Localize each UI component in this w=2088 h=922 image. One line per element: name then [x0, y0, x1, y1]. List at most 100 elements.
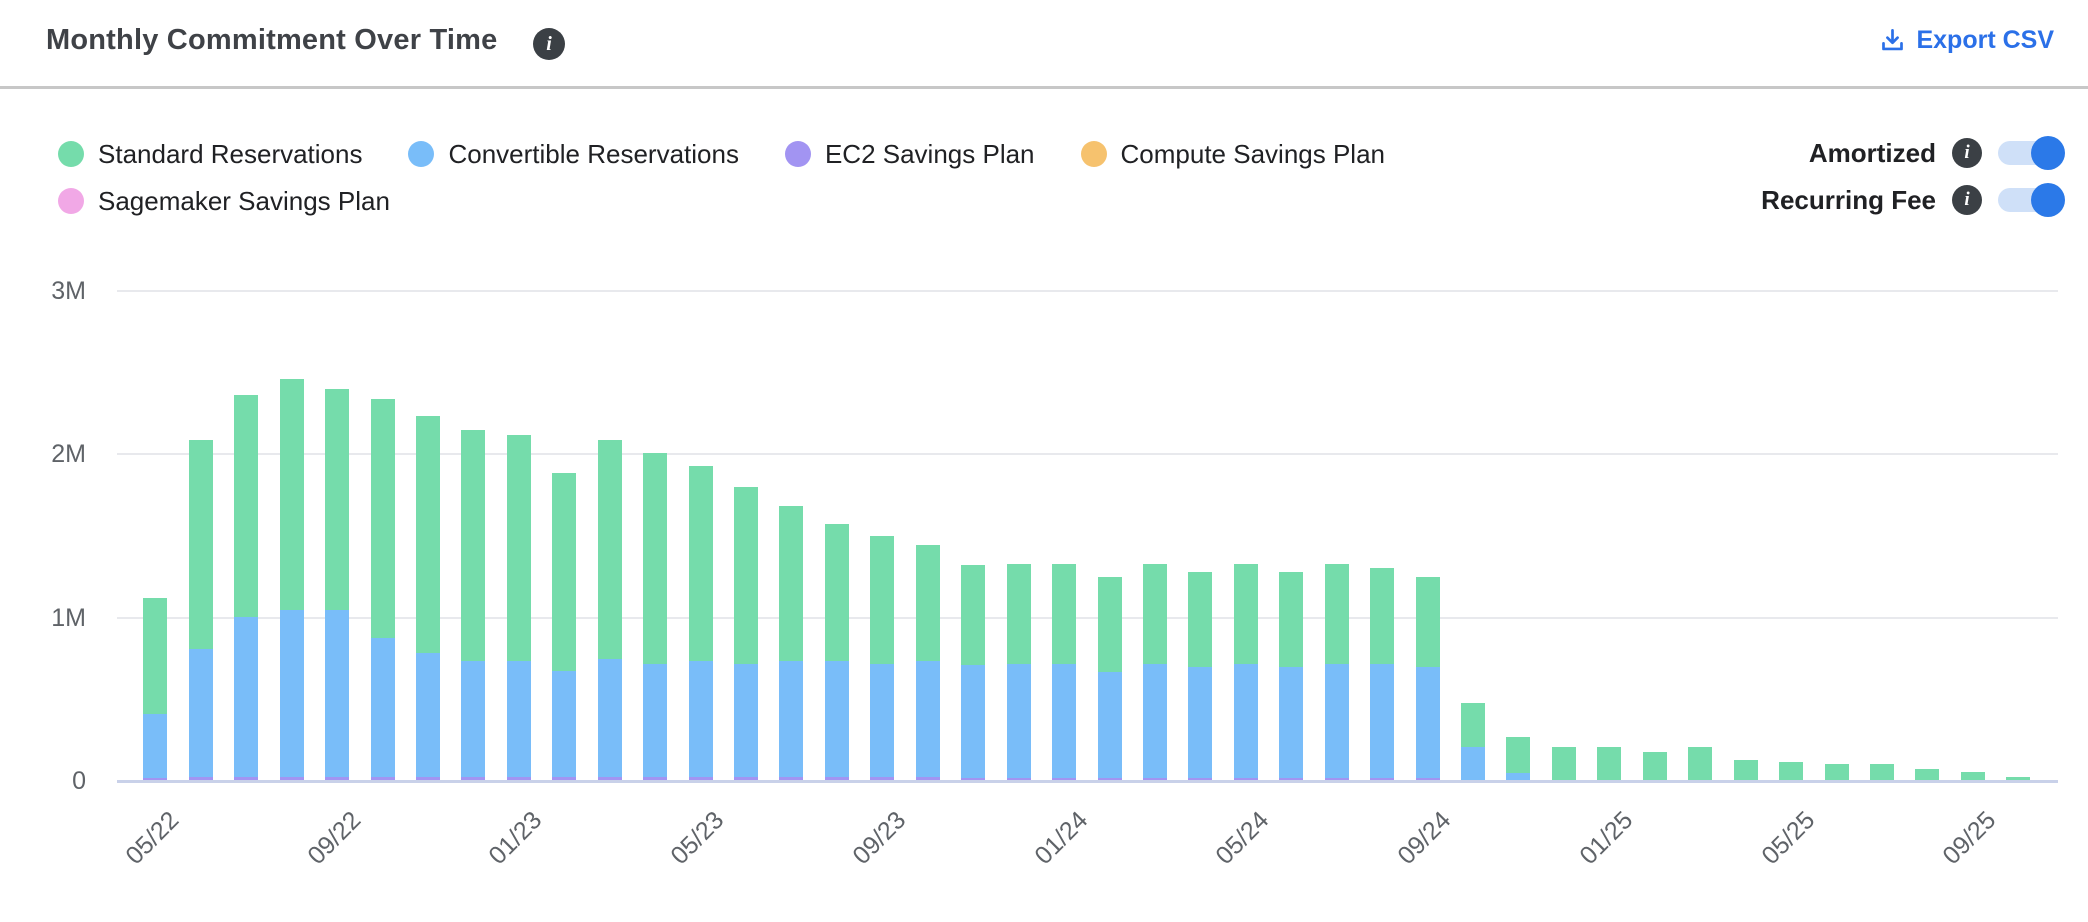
bar-segment[interactable]: [1461, 747, 1485, 780]
bar-segment[interactable]: [1416, 778, 1440, 780]
bar-segment[interactable]: [371, 399, 395, 638]
bar-segment[interactable]: [1597, 747, 1621, 780]
bar-segment[interactable]: [1961, 772, 1985, 780]
bar-segment[interactable]: [461, 661, 485, 777]
bar-segment[interactable]: [1325, 778, 1349, 780]
bar-segment[interactable]: [825, 661, 849, 777]
bar-segment[interactable]: [234, 617, 258, 777]
bar-segment[interactable]: [779, 661, 803, 777]
bar-segment[interactable]: [779, 777, 803, 780]
bar-segment[interactable]: [507, 435, 531, 661]
bar-segment[interactable]: [325, 389, 349, 610]
bar-segment[interactable]: [280, 610, 304, 777]
bar-segment[interactable]: [143, 598, 167, 714]
bar-segment[interactable]: [825, 524, 849, 661]
bar-segment[interactable]: [1143, 664, 1167, 778]
bar-segment[interactable]: [1688, 747, 1712, 780]
bar-segment[interactable]: [870, 536, 894, 664]
bar-segment[interactable]: [1188, 778, 1212, 780]
bar-segment[interactable]: [643, 777, 667, 780]
bar-segment[interactable]: [1188, 572, 1212, 667]
bar-segment[interactable]: [961, 565, 985, 665]
bar-segment[interactable]: [1506, 773, 1530, 780]
bar-segment[interactable]: [1370, 568, 1394, 664]
bar-segment[interactable]: [1052, 664, 1076, 778]
bar-segment[interactable]: [325, 777, 349, 780]
bar-segment[interactable]: [552, 777, 576, 780]
bar-segment[interactable]: [1825, 764, 1849, 780]
bar-segment[interactable]: [1052, 564, 1076, 664]
bar-segment[interactable]: [1370, 778, 1394, 780]
legend-item[interactable]: EC2 Savings Plan: [784, 139, 1035, 170]
bar-segment[interactable]: [1870, 764, 1894, 780]
bar-segment[interactable]: [280, 379, 304, 610]
legend-item[interactable]: Sagemaker Savings Plan: [58, 186, 390, 217]
bar-segment[interactable]: [1461, 703, 1485, 747]
bar-segment[interactable]: [689, 661, 713, 777]
bar-segment[interactable]: [1734, 760, 1758, 780]
bar-segment[interactable]: [916, 545, 940, 661]
bar-segment[interactable]: [189, 777, 213, 780]
bar-segment[interactable]: [1188, 667, 1212, 778]
bar-segment[interactable]: [1234, 664, 1258, 778]
bar-segment[interactable]: [1098, 778, 1122, 780]
bar-segment[interactable]: [1325, 664, 1349, 778]
legend-item[interactable]: Standard Reservations: [58, 139, 362, 170]
bar-segment[interactable]: [598, 777, 622, 780]
bar-segment[interactable]: [961, 778, 985, 780]
bar-segment[interactable]: [416, 653, 440, 777]
bar-segment[interactable]: [371, 777, 395, 780]
bar-segment[interactable]: [961, 665, 985, 778]
export-csv-button[interactable]: Export CSV: [1879, 26, 2054, 55]
legend-item[interactable]: Convertible Reservations: [408, 139, 739, 170]
bar-segment[interactable]: [779, 506, 803, 661]
bar-segment[interactable]: [734, 777, 758, 780]
bar-segment[interactable]: [689, 777, 713, 780]
bar-segment[interactable]: [371, 638, 395, 777]
bar-segment[interactable]: [1325, 564, 1349, 664]
bar-segment[interactable]: [325, 610, 349, 777]
bar-segment[interactable]: [280, 777, 304, 780]
bar-segment[interactable]: [1007, 564, 1031, 664]
bar-segment[interactable]: [552, 473, 576, 671]
legend-item[interactable]: Compute Savings Plan: [1080, 139, 1385, 170]
bar-segment[interactable]: [234, 777, 258, 780]
bar-segment[interactable]: [870, 664, 894, 777]
bar-segment[interactable]: [1234, 564, 1258, 664]
bar-segment[interactable]: [2006, 777, 2030, 780]
bar-segment[interactable]: [416, 777, 440, 780]
toggle-switch[interactable]: [1998, 136, 2065, 170]
bar-segment[interactable]: [825, 777, 849, 780]
bar-segment[interactable]: [1279, 667, 1303, 778]
bar-segment[interactable]: [1098, 577, 1122, 672]
bar-segment[interactable]: [1052, 778, 1076, 780]
bar-segment[interactable]: [916, 661, 940, 777]
bar-segment[interactable]: [1234, 778, 1258, 780]
info-icon[interactable]: i: [1952, 138, 1982, 168]
bar-segment[interactable]: [1098, 672, 1122, 778]
bar-segment[interactable]: [1279, 572, 1303, 667]
bar-segment[interactable]: [189, 649, 213, 777]
bar-segment[interactable]: [870, 777, 894, 780]
bar-segment[interactable]: [1779, 762, 1803, 780]
bar-segment[interactable]: [1416, 667, 1440, 778]
title-info-icon[interactable]: i: [533, 28, 565, 60]
bar-segment[interactable]: [1915, 769, 1939, 780]
bar-segment[interactable]: [189, 440, 213, 649]
bar-segment[interactable]: [689, 466, 713, 661]
bar-segment[interactable]: [1416, 577, 1440, 667]
bar-segment[interactable]: [552, 671, 576, 777]
bar-segment[interactable]: [1007, 664, 1031, 778]
bar-segment[interactable]: [643, 664, 667, 777]
bar-segment[interactable]: [916, 777, 940, 780]
info-icon[interactable]: i: [1952, 185, 1982, 215]
bar-segment[interactable]: [734, 487, 758, 664]
bar-segment[interactable]: [643, 453, 667, 664]
bar-segment[interactable]: [598, 659, 622, 777]
bar-segment[interactable]: [461, 777, 485, 780]
bar-segment[interactable]: [1143, 564, 1167, 664]
bar-segment[interactable]: [507, 661, 531, 777]
bar-segment[interactable]: [1552, 747, 1576, 780]
bar-segment[interactable]: [1370, 664, 1394, 778]
bar-segment[interactable]: [234, 395, 258, 617]
